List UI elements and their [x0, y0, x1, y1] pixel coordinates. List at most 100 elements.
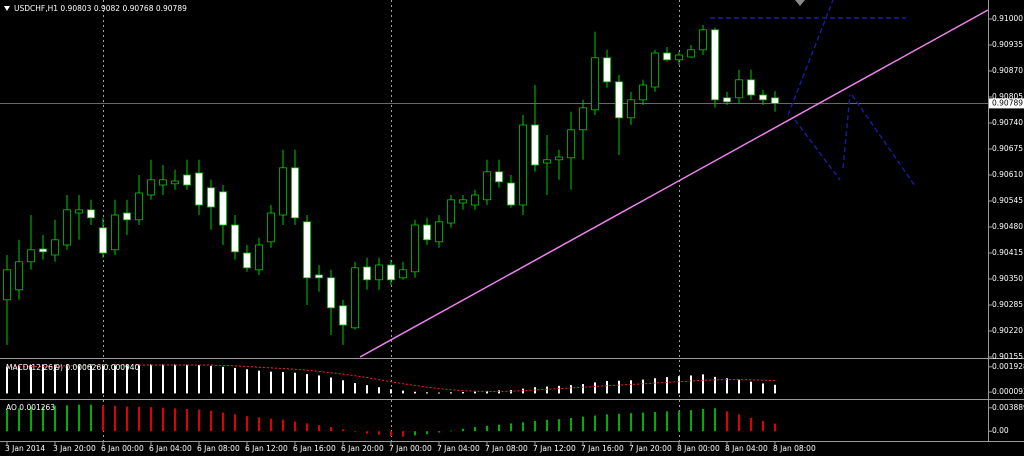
y-tick-label: 0.91000: [992, 14, 1023, 23]
y-tick-label: 0.90545: [992, 196, 1023, 205]
pattern-line: [787, 0, 834, 116]
candle-body: [51, 239, 59, 256]
y-tick-label: 0.90480: [992, 222, 1023, 231]
candle-body: [99, 227, 107, 254]
candle-body: [651, 52, 659, 88]
candle-body: [219, 191, 227, 226]
y-tick-label: 0.90935: [992, 40, 1023, 49]
y-tick-label: 0.90350: [992, 274, 1023, 283]
candle-body: [207, 187, 215, 208]
candle-body: [639, 84, 647, 101]
candle-body: [279, 167, 287, 216]
candle-body: [543, 159, 551, 164]
candle-body: [423, 224, 431, 241]
candle-body: [567, 129, 575, 159]
ao-readout: 0.001263: [19, 403, 55, 412]
x-tick-label: 3 Jan 20:00: [53, 444, 96, 453]
candle-body: [495, 171, 503, 183]
candle-body: [471, 194, 479, 206]
x-tick-label: 3 Jan 2014: [5, 444, 45, 453]
candle-body: [327, 277, 335, 309]
label-layer: 0.91000 0.90935 0.90870 0.90805 0.90740 0.906…: [5, 14, 1024, 453]
candle-body: [699, 29, 707, 51]
ao-title: AO: [6, 403, 17, 412]
candle-body: [183, 174, 191, 186]
candle-body: [135, 192, 143, 221]
candle-body: [627, 99, 635, 119]
candle-body: [87, 209, 95, 219]
x-tick-label: 7 Jan 00:00: [389, 444, 432, 453]
y-tick-label: 0.90740: [992, 118, 1023, 127]
candle-body: [507, 182, 515, 206]
x-tick-label: 8 Jan 04:00: [725, 444, 768, 453]
x-tick-label: 7 Jan 08:00: [485, 444, 528, 453]
candle-body: [555, 156, 563, 161]
candle-body: [675, 54, 683, 61]
pattern-line: [842, 94, 851, 169]
candle-body: [663, 52, 671, 61]
chart-header: USDCHF,H1 0.90803 0.9082 0.90768 0.90789: [14, 4, 187, 13]
candle-body: [483, 171, 491, 201]
candle-body: [711, 29, 719, 101]
trend-line: [359, 9, 989, 358]
open-readout: 0.90803: [60, 4, 91, 13]
y-tick-label: 0.003889: [992, 403, 1024, 412]
candle-body: [747, 79, 755, 96]
pattern-lines: [710, 0, 916, 187]
x-tick-label: 8 Jan 08:00: [773, 444, 816, 453]
signal-line: [6, 364, 776, 392]
candle-body: [63, 209, 71, 246]
macd-title: MACD(12,26,9): [6, 363, 63, 372]
macd-header: MACD(12,26,9) 0.000626 0.000940: [6, 363, 140, 372]
candle-body: [75, 209, 83, 214]
candle-body: [15, 261, 23, 291]
x-tick-label: 7 Jan 04:00: [437, 444, 480, 453]
symbol-menu-icon[interactable]: [4, 6, 10, 11]
price-tag: [989, 98, 1024, 109]
candle-body: [399, 269, 407, 279]
candle-body: [591, 57, 599, 111]
y-tick-label: 0.90285: [992, 300, 1023, 309]
candle-body: [3, 269, 11, 301]
y-tick-label: 0.90415: [992, 248, 1023, 257]
candle-body: [375, 264, 383, 281]
frames: [0, 0, 1024, 442]
candle-body: [303, 221, 311, 279]
drawings: [359, 0, 989, 358]
candle-body: [291, 167, 299, 219]
x-tick-label: 6 Jan 20:00: [341, 444, 384, 453]
candle-body: [603, 57, 611, 83]
candle-body: [411, 224, 419, 273]
y-tick-label: 0.90220: [992, 326, 1023, 335]
x-tick-label: 7 Jan 20:00: [629, 444, 672, 453]
candle-body: [147, 179, 155, 196]
candle-body: [579, 107, 587, 131]
signal-readout: 0.000940: [104, 363, 140, 372]
x-tick-label: 6 Jan 12:00: [245, 444, 288, 453]
y-tick-label: 0.90155: [992, 352, 1023, 361]
x-tick-label: 6 Jan 04:00: [149, 444, 192, 453]
candle-body: [363, 266, 371, 281]
pattern-line: [794, 119, 841, 181]
y-tick-label: 0.001928: [992, 362, 1024, 371]
y-tick-label: 0.000093: [992, 387, 1024, 396]
candle-body: [447, 199, 455, 224]
candle-body: [315, 274, 323, 279]
x-tick-label: 6 Jan 00:00: [101, 444, 144, 453]
candle-body: [195, 172, 203, 206]
candle-body: [735, 79, 743, 99]
candle-body: [459, 199, 467, 204]
y-tick-label: 0.90805: [992, 92, 1023, 101]
y-tick-label: 0.00: [992, 426, 1009, 435]
candle-body: [339, 305, 347, 326]
x-tick-label: 6 Jan 16:00: [293, 444, 336, 453]
x-tick-label: 8 Jan 00:00: [677, 444, 720, 453]
candle-body: [771, 97, 779, 104]
candle-body: [723, 97, 731, 103]
candle-body: [519, 124, 527, 206]
shift-marker: [795, 0, 805, 6]
candle-body: [759, 94, 767, 101]
candle-body: [615, 81, 623, 119]
macd-readout: 0.000626: [65, 363, 101, 372]
